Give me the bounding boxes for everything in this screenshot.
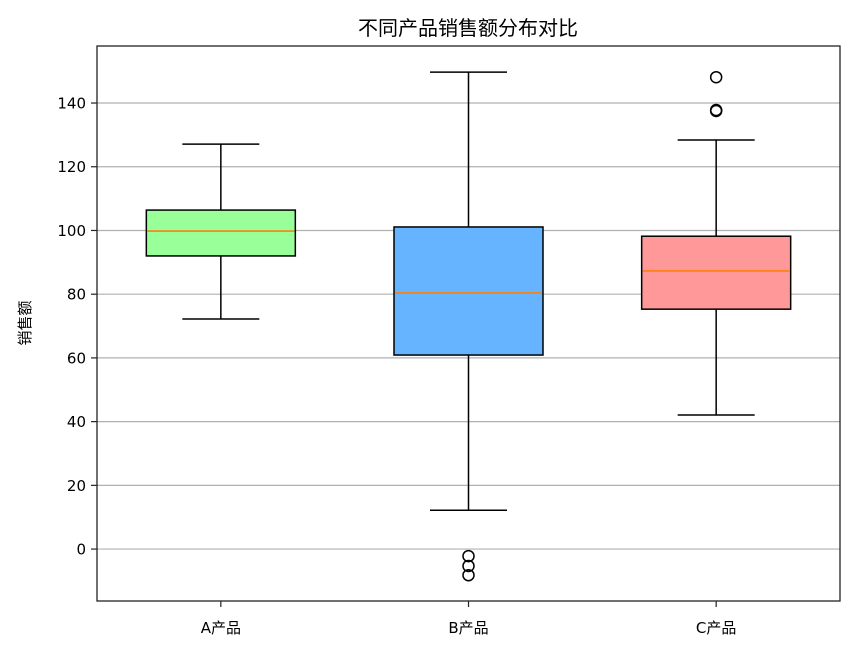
y-tick-label: 40 xyxy=(67,413,86,431)
y-tick-label: 140 xyxy=(57,95,86,113)
outlier-point xyxy=(462,549,475,563)
box-1 xyxy=(145,143,297,320)
y-tick-label: 120 xyxy=(57,158,86,176)
y-tick-label: 20 xyxy=(67,477,86,495)
y-axis-ticks: 0 20 40 60 80 100 120 140 xyxy=(57,95,97,559)
y-tick-label: 0 xyxy=(76,541,86,559)
x-axis-ticks: A产品 B产品 C产品 xyxy=(201,601,736,637)
x-tick-label: C产品 xyxy=(696,619,736,637)
y-tick-label: 100 xyxy=(57,222,86,240)
outlier-point xyxy=(462,559,475,573)
y-tick-label: 60 xyxy=(67,349,86,367)
iqr-box xyxy=(640,235,792,310)
outlier-point xyxy=(462,568,475,582)
y-axis-label: 销售额 xyxy=(16,300,34,345)
box-2 xyxy=(393,71,544,582)
iqr-box xyxy=(145,209,297,257)
outlier-point xyxy=(709,104,723,118)
outlier-point xyxy=(709,70,723,84)
x-tick-label: A产品 xyxy=(201,619,241,637)
y-tick-label: 80 xyxy=(67,286,86,304)
box-series xyxy=(145,70,792,582)
box-3 xyxy=(640,70,792,416)
x-tick-label: B产品 xyxy=(448,619,488,637)
chart-title: 不同产品销售额分布对比 xyxy=(358,16,578,40)
iqr-box xyxy=(393,226,544,356)
